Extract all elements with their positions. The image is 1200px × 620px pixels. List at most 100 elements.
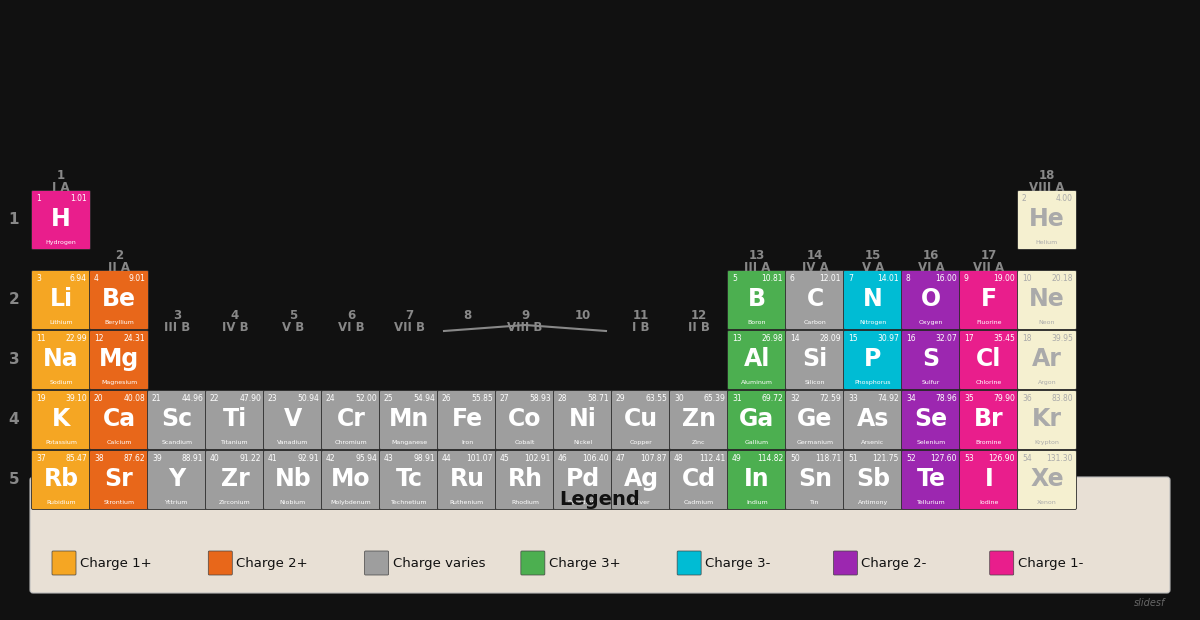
Text: 5: 5	[8, 471, 19, 487]
Text: Titanium: Titanium	[221, 440, 248, 445]
Text: Ne: Ne	[1030, 287, 1064, 311]
Text: VI A: VI A	[918, 261, 944, 274]
Text: 79.90: 79.90	[994, 394, 1015, 403]
Text: 13: 13	[749, 249, 766, 262]
Text: Iron: Iron	[461, 440, 473, 445]
Text: Nickel: Nickel	[574, 440, 593, 445]
Text: He: He	[1030, 207, 1064, 231]
Text: Zr: Zr	[221, 467, 250, 491]
Text: 14: 14	[790, 334, 799, 343]
Text: 9: 9	[521, 309, 529, 322]
Text: Magnesium: Magnesium	[101, 380, 137, 385]
Text: Zinc: Zinc	[692, 440, 706, 445]
FancyBboxPatch shape	[90, 330, 149, 389]
Text: Ti: Ti	[223, 407, 247, 431]
Text: Nb: Nb	[275, 467, 311, 491]
Text: 24: 24	[326, 394, 336, 403]
Text: 107.87: 107.87	[641, 454, 667, 463]
Text: 3: 3	[173, 309, 181, 322]
Text: Cr: Cr	[336, 407, 366, 431]
Text: 91.22: 91.22	[240, 454, 262, 463]
Text: 95.94: 95.94	[355, 454, 377, 463]
Text: 23: 23	[268, 394, 277, 403]
Text: In: In	[744, 467, 770, 491]
FancyBboxPatch shape	[786, 270, 845, 329]
Text: Br: Br	[974, 407, 1004, 431]
FancyBboxPatch shape	[901, 270, 960, 329]
Text: 5: 5	[289, 309, 298, 322]
Text: 22: 22	[210, 394, 220, 403]
Text: Technetium: Technetium	[391, 500, 427, 505]
FancyBboxPatch shape	[901, 391, 960, 450]
Text: Nitrogen: Nitrogen	[859, 320, 887, 325]
Text: 85.47: 85.47	[65, 454, 88, 463]
FancyBboxPatch shape	[727, 391, 786, 450]
Text: VI B: VI B	[337, 321, 365, 334]
Text: III A: III A	[744, 261, 770, 274]
Text: Selenium: Selenium	[917, 440, 946, 445]
Text: Cu: Cu	[624, 407, 658, 431]
Text: 10.81: 10.81	[762, 274, 784, 283]
Text: 51: 51	[848, 454, 858, 463]
Text: 92.91: 92.91	[298, 454, 319, 463]
Text: 21: 21	[152, 394, 162, 403]
FancyBboxPatch shape	[844, 451, 902, 510]
Text: Ru: Ru	[450, 467, 485, 491]
Text: 83.80: 83.80	[1051, 394, 1073, 403]
Text: VIII A: VIII A	[1030, 181, 1064, 194]
Text: 106.40: 106.40	[582, 454, 610, 463]
Text: Silicon: Silicon	[805, 380, 826, 385]
Text: 28: 28	[558, 394, 568, 403]
Text: S: S	[923, 347, 940, 371]
FancyBboxPatch shape	[365, 551, 389, 575]
FancyBboxPatch shape	[379, 391, 438, 450]
Text: 2: 2	[1022, 194, 1027, 203]
Text: 40.08: 40.08	[124, 394, 145, 403]
Text: Argon: Argon	[1038, 380, 1056, 385]
Text: 9.01: 9.01	[128, 274, 145, 283]
Text: 53: 53	[964, 454, 973, 463]
Text: 49: 49	[732, 454, 742, 463]
FancyBboxPatch shape	[677, 551, 701, 575]
Text: V A: V A	[862, 261, 884, 274]
FancyBboxPatch shape	[844, 330, 902, 389]
FancyBboxPatch shape	[521, 551, 545, 575]
Text: B: B	[748, 287, 766, 311]
Text: Boron: Boron	[748, 320, 767, 325]
Text: Y: Y	[168, 467, 186, 491]
Text: Gallium: Gallium	[745, 440, 769, 445]
Text: IV B: IV B	[222, 321, 248, 334]
Text: Silver: Silver	[632, 500, 650, 505]
Text: Potassium: Potassium	[46, 440, 77, 445]
FancyBboxPatch shape	[31, 451, 90, 510]
Text: Mn: Mn	[389, 407, 430, 431]
FancyBboxPatch shape	[90, 451, 149, 510]
Text: As: As	[857, 407, 889, 431]
Text: Carbon: Carbon	[804, 320, 827, 325]
FancyBboxPatch shape	[960, 451, 1019, 510]
Text: Charge 1+: Charge 1+	[80, 557, 151, 570]
FancyBboxPatch shape	[1018, 391, 1076, 450]
Text: Na: Na	[43, 347, 79, 371]
Text: 35.45: 35.45	[994, 334, 1015, 343]
Text: 27: 27	[500, 394, 510, 403]
Text: 54: 54	[1022, 454, 1032, 463]
Text: Indium: Indium	[746, 500, 768, 505]
Text: 22.99: 22.99	[65, 334, 88, 343]
Text: Arsenic: Arsenic	[862, 440, 884, 445]
FancyBboxPatch shape	[438, 451, 497, 510]
Text: Palladium: Palladium	[568, 500, 599, 505]
Text: III B: III B	[164, 321, 190, 334]
FancyBboxPatch shape	[960, 330, 1019, 389]
Text: Sulfur: Sulfur	[922, 380, 940, 385]
Text: Charge 1-: Charge 1-	[1018, 557, 1084, 570]
Text: 16.00: 16.00	[935, 274, 958, 283]
Text: 2: 2	[8, 291, 19, 306]
Text: 7: 7	[404, 309, 413, 322]
FancyBboxPatch shape	[322, 391, 380, 450]
Text: 25: 25	[384, 394, 394, 403]
Text: 88.91: 88.91	[181, 454, 203, 463]
Text: V B: V B	[282, 321, 304, 334]
Text: H: H	[52, 207, 71, 231]
Text: 9: 9	[964, 274, 968, 283]
